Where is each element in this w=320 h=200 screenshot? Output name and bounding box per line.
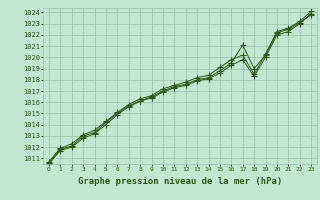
X-axis label: Graphe pression niveau de la mer (hPa): Graphe pression niveau de la mer (hPa) xyxy=(78,177,282,186)
